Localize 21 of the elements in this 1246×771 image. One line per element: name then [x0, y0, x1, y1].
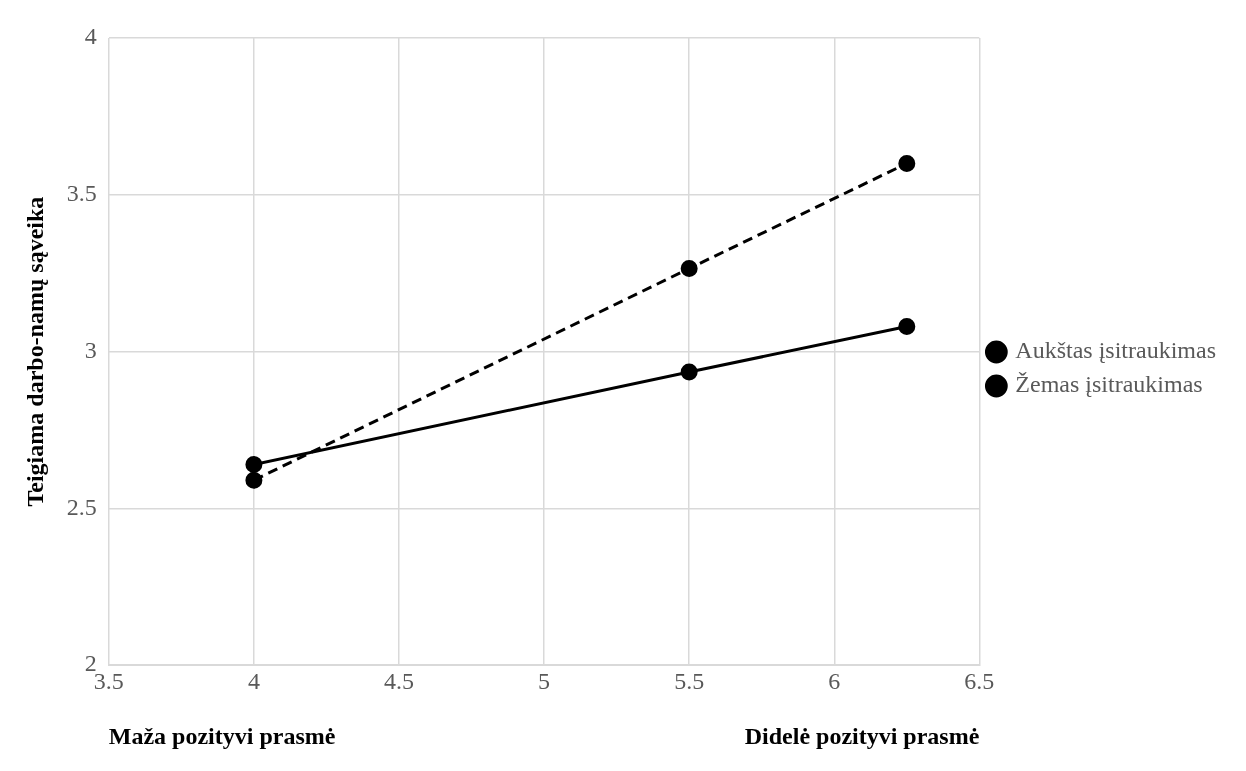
- text: Maža pozityvi prasmė: [108, 723, 336, 750]
- x-tick-label: 5: [538, 667, 551, 694]
- point: [680, 363, 698, 381]
- legend-label: Žemas įsitraukimas: [1015, 371, 1203, 398]
- point: [898, 318, 916, 336]
- x-tick-label: 4.5: [383, 667, 414, 694]
- point: [245, 471, 263, 489]
- legend-label: Aukštas įsitraukimas: [1015, 337, 1217, 364]
- x-tick-label: 5.5: [674, 667, 705, 694]
- y-tick-label: 4: [84, 23, 97, 50]
- x-tick-label: 6: [828, 667, 841, 694]
- y-axis-title: Teigiama darbo-namų sąveika: [21, 196, 48, 507]
- point: [245, 456, 263, 473]
- y-tick-label: 2.5: [66, 493, 97, 520]
- y-tick-label: 3.5: [66, 180, 97, 207]
- y-tick-label: 3: [84, 336, 97, 363]
- text: Didelė pozityvi prasmė: [744, 723, 980, 750]
- x-tick-label: 4: [247, 667, 260, 694]
- x-tick-label: 6.5: [964, 667, 995, 694]
- point: [898, 154, 916, 172]
- point: [680, 260, 698, 277]
